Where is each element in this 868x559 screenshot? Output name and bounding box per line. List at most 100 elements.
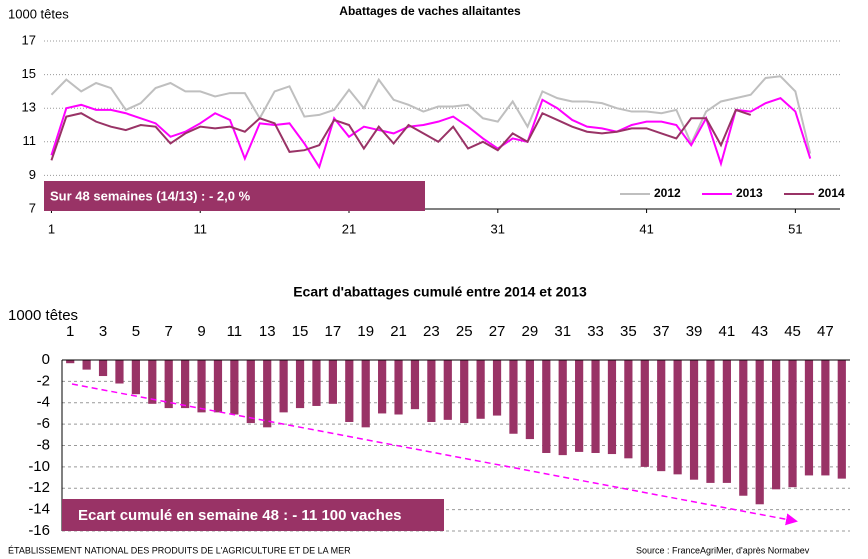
y-tick-label: -10 <box>28 458 50 475</box>
footer-left: ÉTABLISSEMENT NATIONAL DES PRODUITS DE L… <box>8 545 351 555</box>
bar <box>115 360 124 384</box>
x-tick-label: 37 <box>653 323 670 340</box>
bar <box>558 360 567 456</box>
footer-right: Source : FranceAgriMer, d'après Normabev <box>636 545 810 555</box>
x-tick-label: 11 <box>227 323 243 340</box>
bar <box>460 360 469 424</box>
bar <box>624 360 633 459</box>
bar <box>706 360 715 483</box>
bar <box>689 360 699 480</box>
bar <box>476 360 485 419</box>
y-tick-label: 0 <box>42 351 50 368</box>
bar <box>82 360 91 370</box>
x-tick-label: 19 <box>357 323 374 340</box>
x-tick-label: 41 <box>639 221 653 236</box>
bar <box>772 360 781 490</box>
line-series <box>50 75 812 154</box>
x-tick-label: 11 <box>193 221 207 236</box>
bar-chart: 0-2-4-6-8-10-12-14-161 3 5 7 9 11 13 15 17 19 21 23… <box>28 323 850 539</box>
bar <box>66 360 75 364</box>
legend-label: 2014 <box>818 186 845 200</box>
bar <box>378 360 387 414</box>
y-tick-label: -12 <box>28 479 50 496</box>
y-tick-label: -4 <box>37 394 50 411</box>
y-axis-label: 1000 têtes <box>8 6 69 21</box>
y-tick-label: 9 <box>29 167 36 182</box>
bar <box>640 360 649 467</box>
bar <box>525 360 534 440</box>
x-tick-label: 51 <box>788 221 802 236</box>
bar <box>279 360 288 413</box>
bar <box>804 360 814 476</box>
y-tick-label: 11 <box>23 133 37 148</box>
x-tick-label: 9 <box>197 323 205 340</box>
bar <box>821 360 830 476</box>
bar <box>739 360 748 496</box>
bar <box>722 360 731 483</box>
bar <box>312 360 321 406</box>
x-tick-label: 1 <box>66 323 74 340</box>
bar <box>657 360 666 472</box>
x-tick-label: 13 <box>259 323 276 340</box>
y-tick-label: -14 <box>28 501 50 518</box>
chart-title: Abattages de vaches allaitantes <box>339 4 521 18</box>
y-tick-label: 13 <box>22 100 36 115</box>
bar <box>509 360 518 434</box>
x-tick-label: 31 <box>554 323 571 340</box>
bar <box>443 360 452 420</box>
y-tick-label: -16 <box>28 522 50 539</box>
bar <box>246 360 255 424</box>
bar <box>197 360 206 413</box>
annotation: Sur 48 semaines (14/13) : - 2,0 % <box>50 188 251 203</box>
bar <box>148 360 157 404</box>
x-tick-label: 5 <box>132 323 140 340</box>
bar <box>213 360 223 413</box>
legend-label: 2013 <box>736 186 763 200</box>
bar <box>427 360 436 422</box>
bar <box>755 360 764 505</box>
trend-arrow <box>71 383 798 526</box>
annotation: Ecart cumulé en semaine 48 : - 11 100 va… <box>78 507 402 524</box>
x-tick-label: 29 <box>522 323 539 340</box>
x-tick-label: 7 <box>165 323 173 340</box>
x-tick-label: 21 <box>342 221 356 236</box>
annotation-box <box>62 499 444 531</box>
bar <box>591 360 600 453</box>
x-tick-label: 45 <box>784 323 801 340</box>
chart-title: Ecart d'abattages cumulé entre 2014 et 2… <box>293 284 587 300</box>
x-tick-label: 23 <box>423 323 440 340</box>
bar <box>361 360 370 428</box>
bar <box>181 360 190 409</box>
x-tick-label: 39 <box>686 323 703 340</box>
x-tick-label: 25 <box>456 323 473 340</box>
y-tick-label: -8 <box>37 436 50 453</box>
x-tick-label: 35 <box>620 323 637 340</box>
annotation-box <box>44 181 425 211</box>
y-axis-label: 1000 têtes <box>8 307 78 324</box>
bar <box>328 360 337 404</box>
y-tick-label: -2 <box>37 372 50 389</box>
x-tick-label: 47 <box>817 323 834 340</box>
bar <box>230 360 239 415</box>
legend-label: 2012 <box>654 186 681 200</box>
x-tick-label: 1 <box>48 221 55 236</box>
x-tick-label: 43 <box>751 323 768 340</box>
bar <box>837 360 846 479</box>
y-tick-label: -6 <box>37 415 50 432</box>
y-tick-label: 17 <box>22 32 36 47</box>
x-tick-label: 33 <box>587 323 604 340</box>
x-tick-label: 15 <box>292 323 309 340</box>
bar <box>673 360 682 475</box>
bar <box>788 360 797 488</box>
x-tick-label: 41 <box>719 323 736 340</box>
x-tick-label: 31 <box>491 221 505 236</box>
bar <box>345 360 354 422</box>
x-tick-label: 17 <box>325 323 342 340</box>
bar <box>131 360 140 395</box>
line-series <box>50 108 752 161</box>
bar <box>263 360 272 428</box>
x-tick-label: 27 <box>489 323 506 340</box>
bar <box>394 360 403 415</box>
